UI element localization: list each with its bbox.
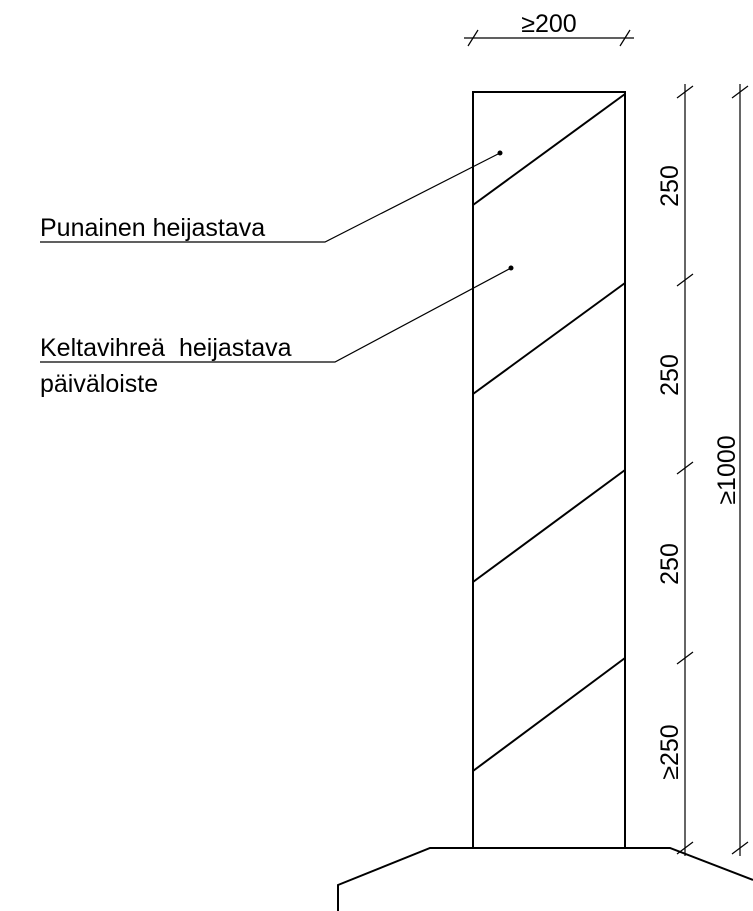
yellow-callout: Keltavihreä heijastava päiväloiste — [40, 265, 514, 398]
base — [337, 847, 753, 911]
dim-label: ≥1000 — [713, 435, 741, 504]
stripes — [472, 93, 626, 772]
red-callout: Punainen heijastava — [40, 150, 503, 243]
dim-label: ≥200 — [521, 10, 576, 38]
total-dimension: ≥1000 — [713, 84, 749, 856]
post — [472, 91, 626, 849]
width-dimension: ≥200 — [464, 10, 634, 47]
dim-label: 250 — [656, 165, 684, 207]
segment-dimension: 250 250 250 ≥250 — [656, 84, 694, 856]
callout-label: päiväloiste — [40, 370, 158, 398]
dim-label: 250 — [656, 543, 684, 585]
callout-label: Keltavihreä heijastava — [40, 334, 292, 362]
callout-label: Punainen heijastava — [40, 214, 265, 242]
dim-label: ≥250 — [656, 724, 684, 779]
dim-label: 250 — [656, 354, 684, 396]
